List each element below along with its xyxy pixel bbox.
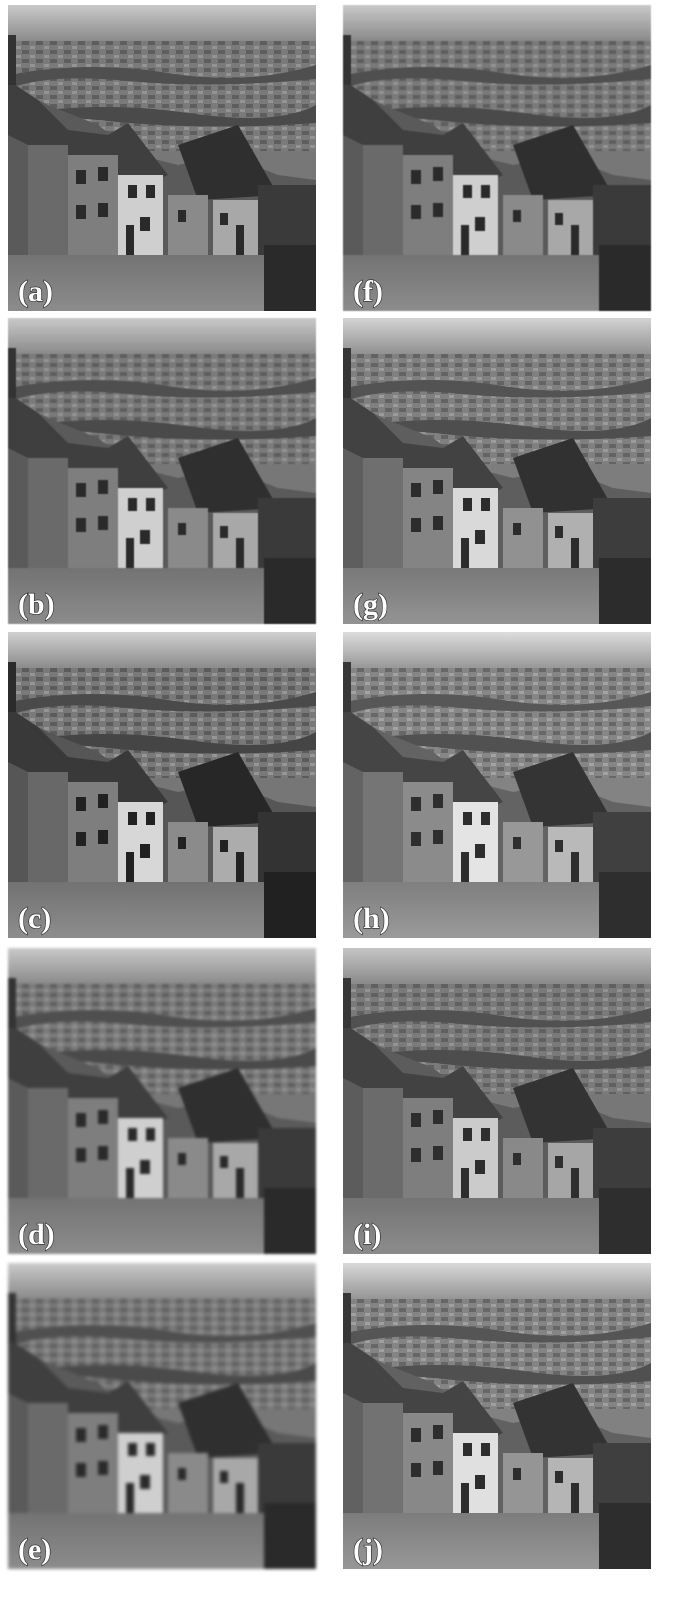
- panel-image: [343, 948, 651, 1254]
- panel-image: [343, 1263, 651, 1569]
- panel-label: (g): [353, 588, 388, 621]
- panel-label: (h): [353, 902, 390, 935]
- image-panel: (a): [8, 5, 316, 311]
- panel-image: [8, 318, 316, 624]
- image-panel: (c): [8, 632, 316, 938]
- panel-label: (j): [353, 1533, 383, 1566]
- panel-label: (b): [18, 588, 55, 621]
- panel-image: [8, 5, 316, 311]
- panel-label: (c): [18, 902, 51, 935]
- panel-image: [343, 318, 651, 624]
- panel-image: [8, 948, 316, 1254]
- image-panel: (g): [343, 318, 651, 624]
- panel-label: (a): [18, 275, 53, 308]
- figure: (a) (b) (c) (d) (e) (f) (g) (h) (i) (j): [0, 0, 679, 1618]
- image-panel: (j): [343, 1263, 651, 1569]
- panel-image: [343, 5, 651, 311]
- image-panel: (f): [343, 5, 651, 311]
- panel-label: (f): [353, 275, 383, 308]
- panel-image: [343, 632, 651, 938]
- image-panel: (h): [343, 632, 651, 938]
- panel-image: [8, 1263, 316, 1569]
- image-panel: (e): [8, 1263, 316, 1569]
- panel-image: [8, 632, 316, 938]
- panel-label: (i): [353, 1218, 381, 1251]
- panel-label: (d): [18, 1218, 55, 1251]
- image-panel: (b): [8, 318, 316, 624]
- image-panel: (d): [8, 948, 316, 1254]
- image-panel: (i): [343, 948, 651, 1254]
- panel-label: (e): [18, 1533, 51, 1566]
